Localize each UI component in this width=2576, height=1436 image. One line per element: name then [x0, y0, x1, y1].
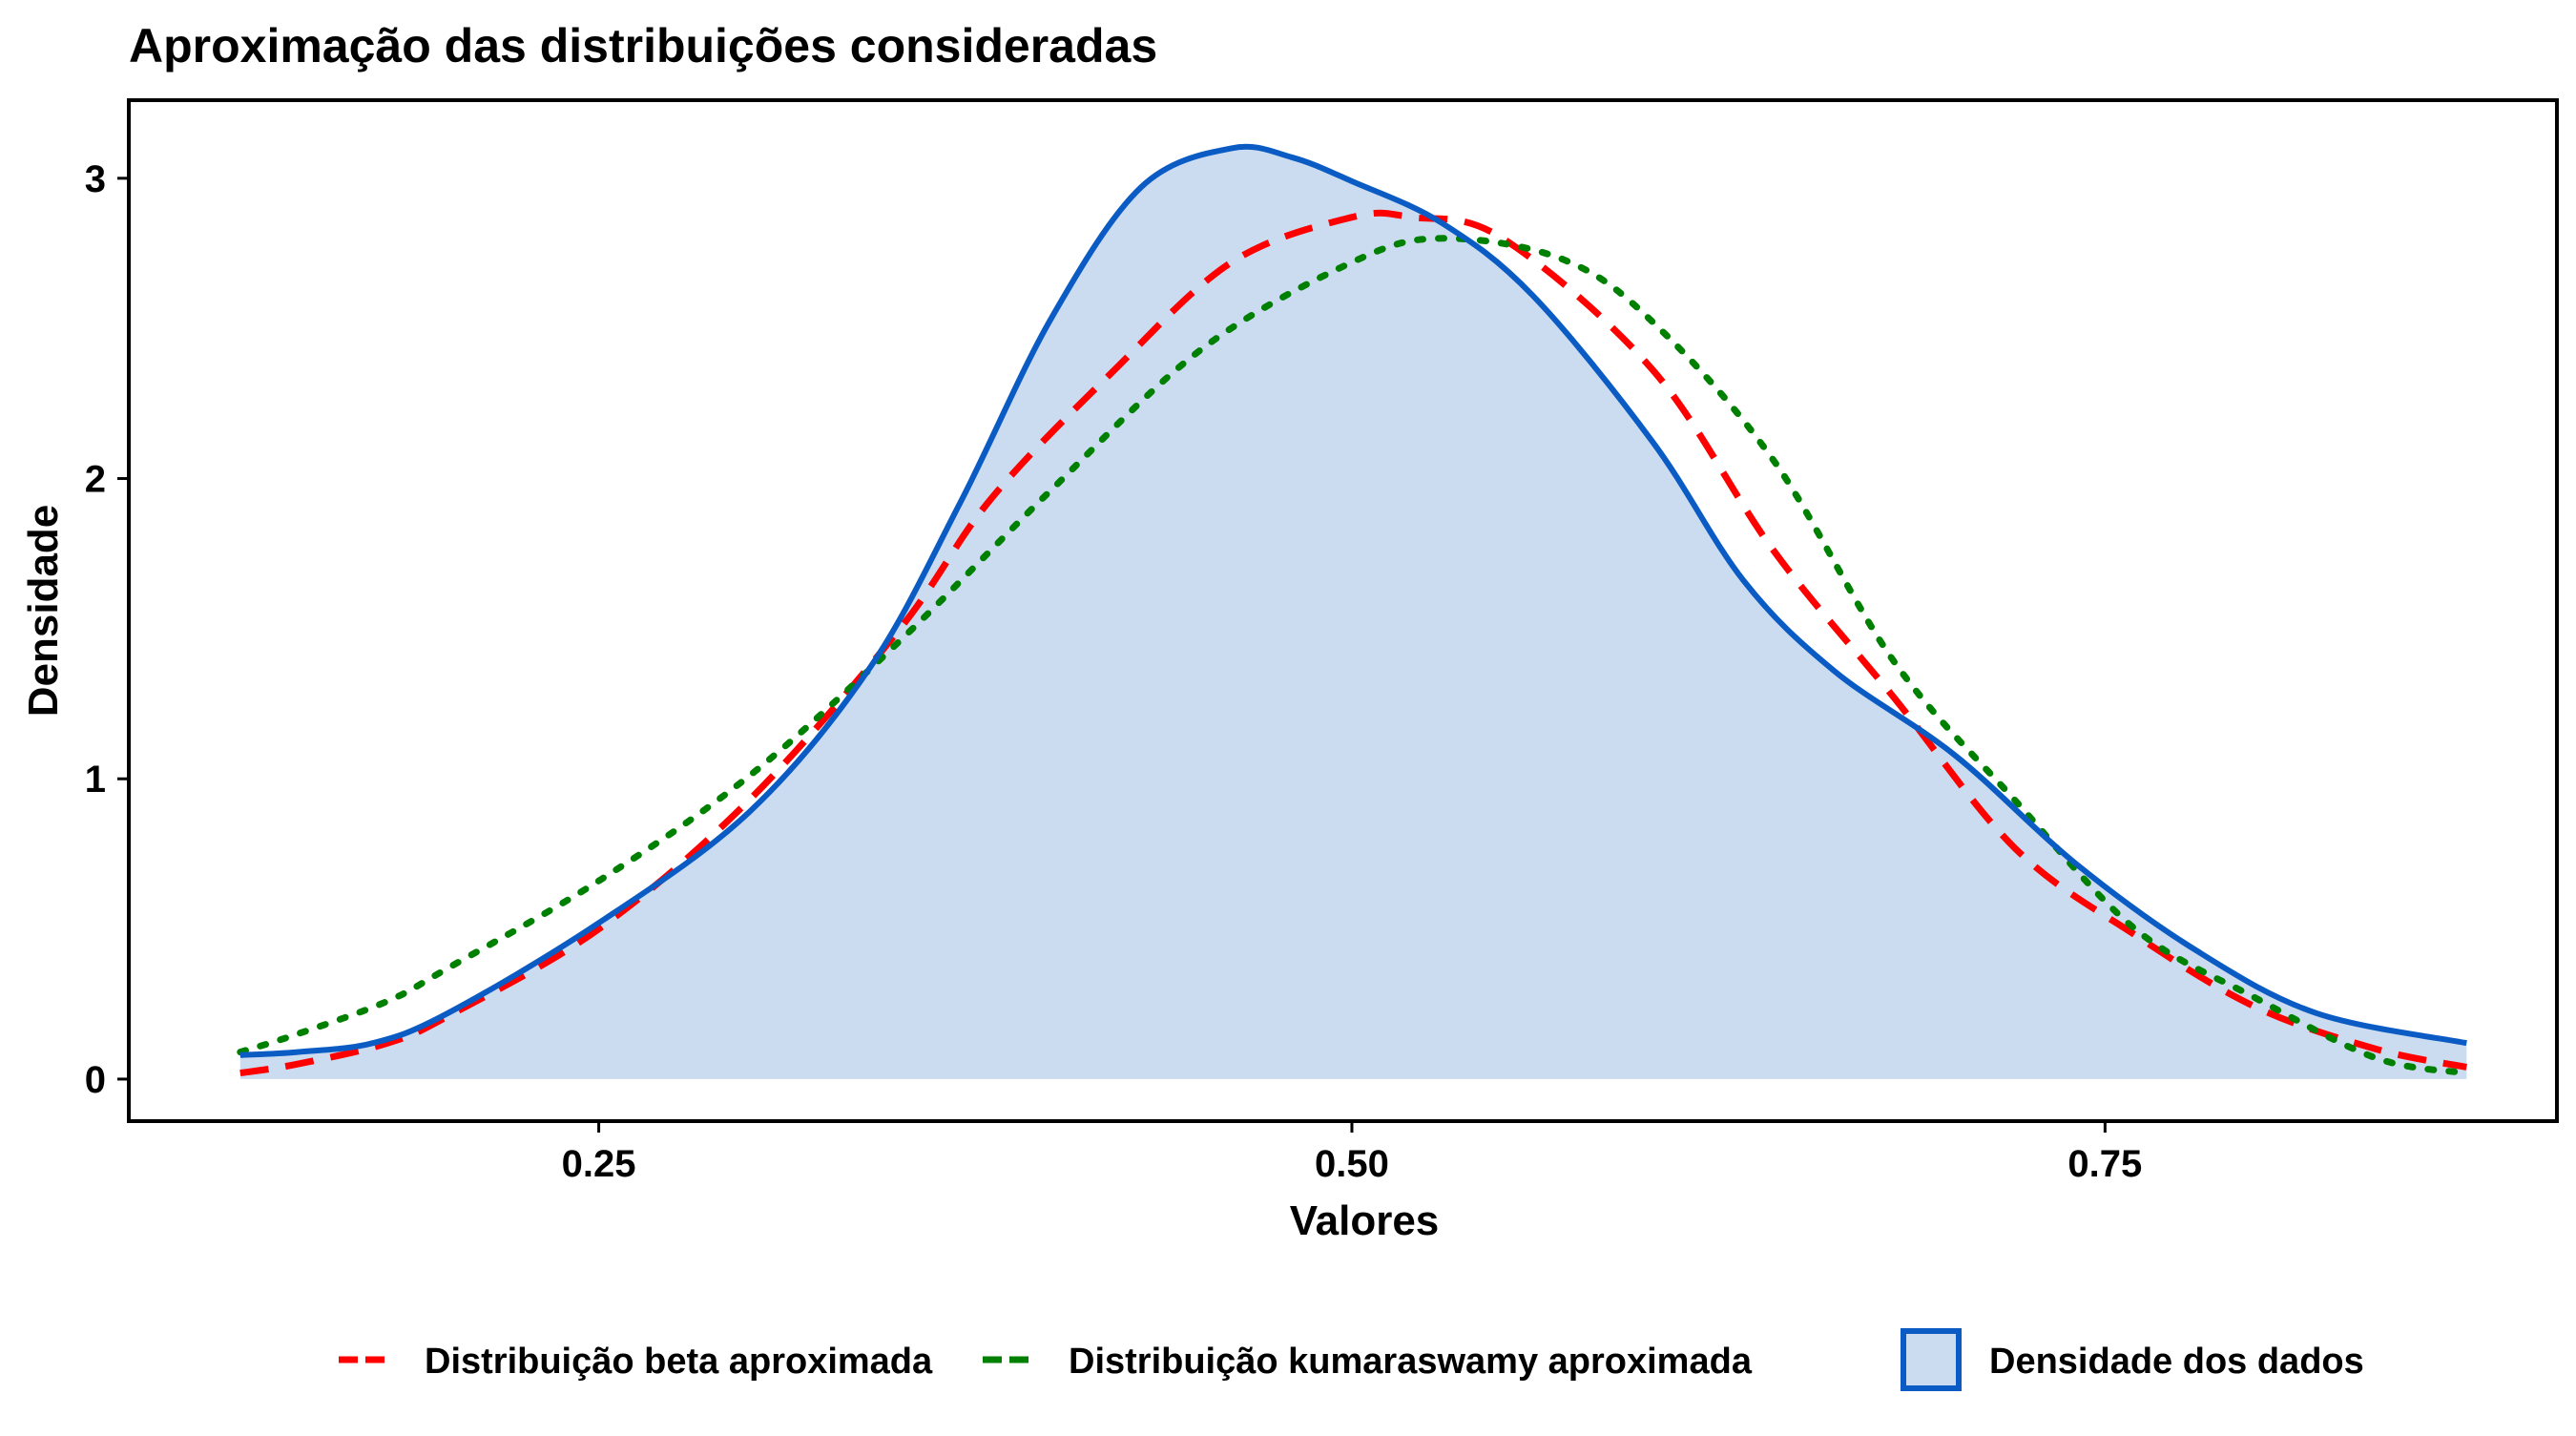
- kumaraswamy-line: [237, 235, 2470, 1077]
- beta-line: [239, 209, 2467, 1077]
- y-tick-label: 2: [85, 459, 106, 501]
- x-tick-label: 0.25: [562, 1143, 636, 1185]
- plot-area: 0 1 2 3 0.25 0.50 0.75: [85, 98, 2559, 1185]
- y-axis-title: Densidade: [20, 505, 67, 718]
- legend-label: Distribuição beta aproximada: [425, 1342, 933, 1382]
- y-tick-label: 3: [85, 158, 106, 200]
- x-tick-label: 0.75: [2067, 1143, 2142, 1185]
- chart-title: Aproximação das distribuições considerad…: [129, 19, 1157, 73]
- y-tick-label: 1: [85, 759, 106, 801]
- legend-key-density: [1901, 1328, 1962, 1391]
- legend-label: Densidade dos dados: [1989, 1342, 2364, 1382]
- y-tick-label: 0: [85, 1059, 106, 1101]
- plot-panel-border: [127, 98, 2559, 1123]
- density-line: [239, 143, 2467, 1058]
- x-tick-label: 0.50: [1315, 1143, 1389, 1185]
- density-area-fill: [239, 146, 2467, 1079]
- x-axis-title: Valores: [1290, 1197, 1440, 1244]
- legend: Distribuição beta aproximada Distribuição…: [339, 1328, 2364, 1391]
- legend-label: Distribuição kumaraswamy aproximada: [1069, 1342, 1753, 1382]
